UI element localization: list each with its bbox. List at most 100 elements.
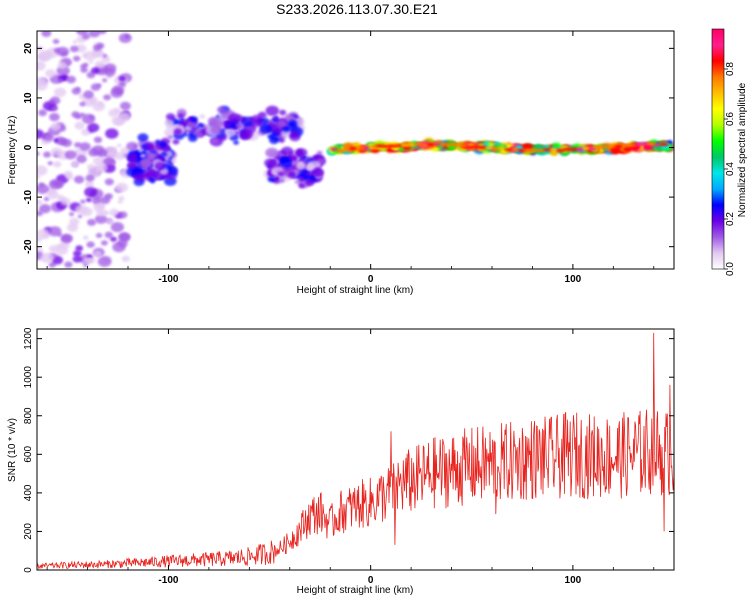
heatmap-cell (280, 129, 292, 138)
heatmap-cell (83, 90, 94, 99)
heatmap-cell (240, 129, 253, 139)
heatmap-cell (287, 171, 297, 179)
heatmap-cell (137, 133, 149, 142)
heatmap-cell (85, 174, 95, 182)
y-tick-label: -10 (23, 189, 34, 204)
heatmap-cell (141, 158, 152, 167)
heatmap-cell (73, 250, 82, 257)
heatmap-cell (297, 149, 303, 154)
heatmap-cell (37, 210, 43, 216)
heatmap-cell (199, 114, 206, 119)
snr-panel: -100 0 100 0 200 400 600 800 1000 1200 Height of… (7, 327, 675, 596)
y-tick-label: 20 (23, 42, 34, 54)
heatmap-cell (265, 105, 280, 117)
heatmap-cell (92, 196, 102, 205)
heatmap-cell (104, 178, 114, 186)
heatmap-cell (368, 146, 378, 150)
heatmap-cell (154, 162, 166, 171)
heatmap-cell (118, 33, 132, 44)
heatmap-cell (312, 169, 317, 174)
heatmap-cell (118, 75, 126, 82)
heatmap-cell (37, 174, 41, 180)
heatmap-cell (116, 143, 122, 148)
heatmap-cell (118, 81, 127, 88)
heatmap-cell (362, 146, 372, 150)
heatmap-cell (108, 109, 119, 118)
colorbar-ticks: 0.0 0.2 0.4 0.6 0.8 (724, 62, 736, 276)
heatmap-cell (595, 145, 605, 149)
heatmap-cell (37, 228, 51, 240)
heatmap-cell (90, 83, 101, 91)
heatmap-cell (88, 148, 99, 157)
heatmap-cell (64, 261, 73, 268)
y-tick-label: -20 (23, 239, 34, 254)
colorbar-label: Normalized spectral amplitude (737, 82, 748, 217)
y-tick-label: 0 (23, 144, 34, 150)
heatmap-cell (75, 204, 88, 215)
x-tick-label: 100 (565, 575, 582, 586)
heatmap-cell (543, 148, 553, 152)
heatmap-cell (659, 142, 669, 146)
heatmap-cell (87, 123, 100, 133)
heatmap-cell (233, 140, 240, 145)
heatmap-cell (523, 148, 533, 152)
heatmap-cell (290, 155, 298, 161)
heatmap-cell (109, 208, 119, 217)
heatmap-cell (115, 182, 128, 193)
heatmap-cell (74, 113, 82, 120)
heatmap-cell (608, 144, 617, 148)
heatmap-cell (277, 120, 287, 128)
heatmap-cell (120, 147, 129, 154)
heatmap-cell (37, 151, 40, 156)
spectrogram-x-ticks: -100 0 100 (46, 31, 655, 285)
heatmap-cell (105, 128, 119, 139)
heatmap-cell (121, 255, 130, 262)
heatmap-cell (60, 233, 73, 244)
colorbar-tick-label: 0.6 (725, 112, 736, 126)
heatmap-cell (117, 199, 123, 204)
heatmap-cell (76, 155, 87, 164)
heatmap-cell (316, 150, 323, 156)
spectrogram-y-axis-label: Frequency (Hz) (7, 116, 18, 185)
heatmap-cell (569, 147, 579, 151)
heatmap-cell (588, 147, 598, 151)
heatmap-cell (279, 109, 287, 116)
heatmap-cell (161, 151, 168, 157)
heatmap-cell (63, 170, 73, 178)
heatmap-cell (210, 125, 223, 135)
heatmap-cell (131, 152, 138, 158)
heatmap-cell (189, 116, 198, 123)
heatmap-cell (150, 179, 156, 184)
heatmap-cell (60, 51, 68, 57)
heatmap-cell (140, 153, 146, 158)
heatmap-cell (172, 139, 180, 145)
heatmap-cell (110, 88, 124, 98)
heatmap-cell (174, 123, 180, 128)
heatmap-cell (64, 150, 77, 160)
heatmap-cell (289, 132, 301, 142)
heatmap-cell (56, 194, 65, 201)
heatmap-cell (37, 61, 46, 71)
heatmap-cell (283, 126, 290, 132)
heatmap-cell (37, 165, 48, 176)
heatmap-cell (90, 67, 100, 74)
heatmap-cell (46, 190, 59, 200)
heatmap-cell (93, 250, 102, 257)
heatmap-cell (69, 212, 75, 217)
heatmap-cell (381, 144, 391, 148)
heatmap-cell (82, 33, 91, 40)
heatmap-cell (66, 75, 76, 84)
heatmap-cell (80, 64, 87, 69)
heatmap-cell (145, 170, 154, 178)
heatmap-cell (54, 87, 67, 98)
heatmap-cell (280, 158, 293, 168)
heatmap-cell (84, 187, 98, 198)
snr-x-axis-label: Height of straight line (km) (297, 585, 414, 596)
heatmap-cell (165, 113, 176, 121)
heatmap-cell (102, 53, 108, 58)
heatmap-cell (610, 146, 621, 154)
heatmap-cell (79, 101, 86, 107)
heatmap-cell (53, 161, 62, 168)
heatmap-cell (241, 117, 247, 122)
